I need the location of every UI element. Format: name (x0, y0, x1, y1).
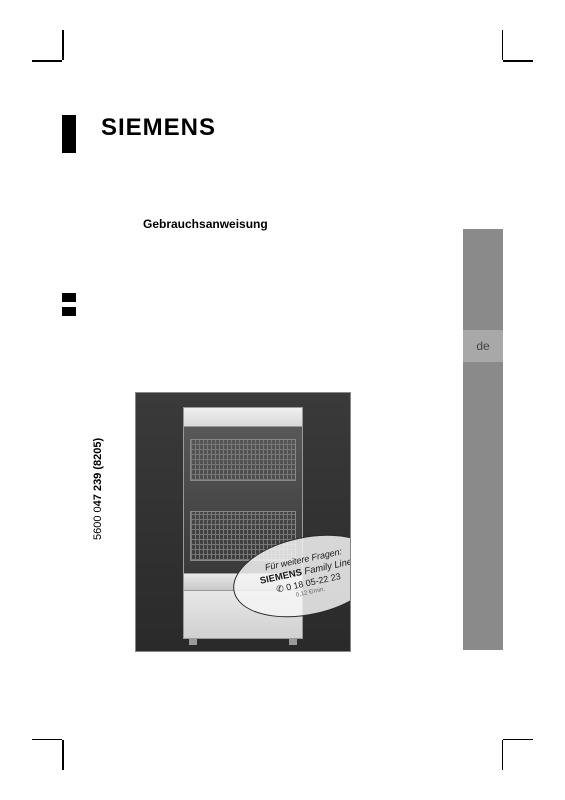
crop-mark-bl-v (62, 740, 64, 770)
crop-mark-tr-h (503, 60, 533, 62)
upper-rack (190, 439, 296, 481)
edge-dash-1 (62, 293, 76, 302)
doc-title: Gebrauchsanweisung (143, 217, 268, 231)
foot-right (289, 639, 297, 645)
crop-mark-br-h (503, 739, 533, 741)
crop-mark-tl-h (32, 60, 62, 62)
side-gray-panel (463, 229, 503, 650)
edge-dash-2 (62, 307, 76, 316)
crop-mark-bl-h (32, 739, 62, 741)
crop-mark-tl-v (62, 30, 64, 60)
doc-number-bold: 47 239 (8205) (92, 438, 104, 507)
crop-mark-br-v (502, 740, 504, 770)
crop-mark-tr-v (502, 30, 504, 60)
doc-number-prefix: 5600 0 (92, 506, 104, 540)
dishwasher-feet (183, 639, 303, 645)
language-tab: de (463, 330, 503, 362)
edge-tab-top (62, 115, 76, 153)
brand-logo: SIEMENS (101, 114, 216, 142)
dishwasher-top (183, 407, 303, 427)
product-photo: Für weitere Fragen: SIEMENS Family Line … (135, 392, 351, 652)
document-number: 5600 047 239 (8205) (92, 438, 104, 540)
foot-left (189, 639, 197, 645)
